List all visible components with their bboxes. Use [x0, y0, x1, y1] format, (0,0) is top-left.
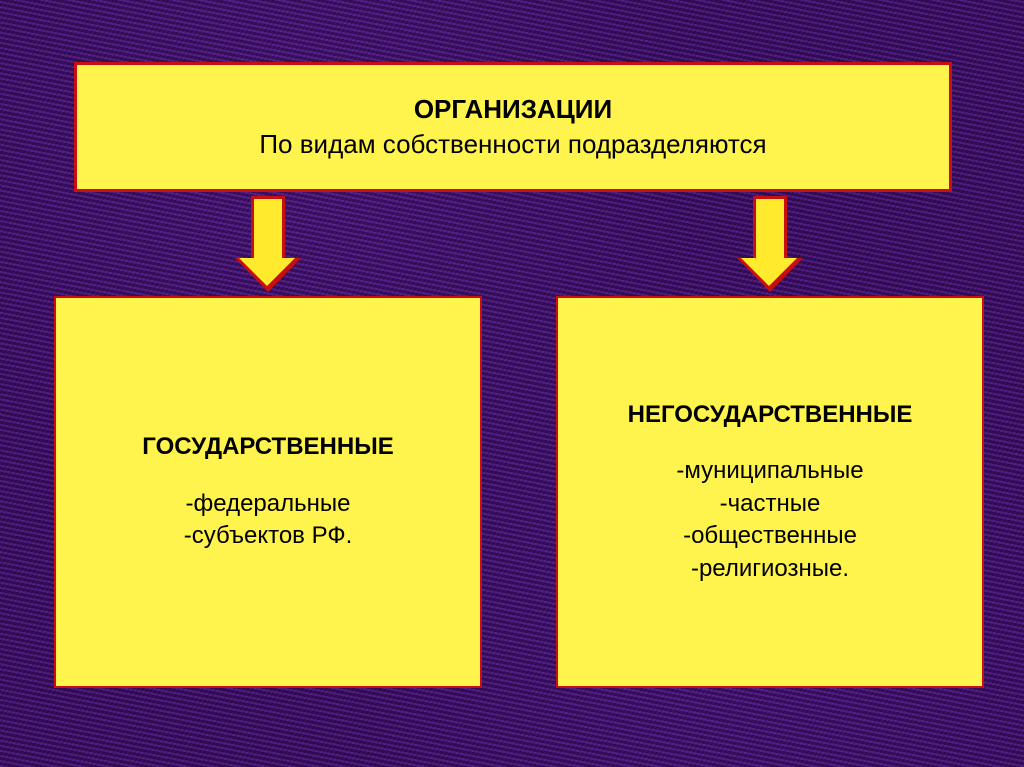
right-box: НЕГОСУДАРСТВЕННЫЕ -муниципальные -частны… [556, 296, 984, 688]
arrow-seam [254, 257, 282, 262]
right-box-item: -религиозные. [691, 553, 849, 585]
left-box-item: -субъектов РФ. [184, 520, 352, 552]
right-box-item: -муниципальные [676, 455, 863, 487]
left-box-item: -федеральные [186, 488, 351, 520]
right-box-item: -общественные [683, 520, 857, 552]
right-box-item: -частные [720, 488, 821, 520]
arrow-left [235, 196, 301, 292]
top-box-subtitle: По видам собственности подразделяются [259, 127, 766, 162]
arrow-right-shaft [753, 196, 787, 261]
left-box-title: ГОСУДАРСТВЕННЫЕ [142, 431, 393, 463]
arrow-head-fill [741, 258, 797, 286]
right-box-title: НЕГОСУДАРСТВЕННЫЕ [628, 399, 913, 431]
arrow-head-fill [239, 258, 295, 286]
arrow-right [737, 196, 803, 292]
left-box: ГОСУДАРСТВЕННЫЕ -федеральные -субъектов … [54, 296, 482, 688]
top-box-title: ОРГАНИЗАЦИИ [414, 92, 612, 127]
arrow-left-shaft [251, 196, 285, 261]
arrow-seam [756, 257, 784, 262]
top-box: ОРГАНИЗАЦИИ По видам собственности подра… [74, 62, 952, 192]
slide-stage: ОРГАНИЗАЦИИ По видам собственности подра… [0, 0, 1024, 767]
